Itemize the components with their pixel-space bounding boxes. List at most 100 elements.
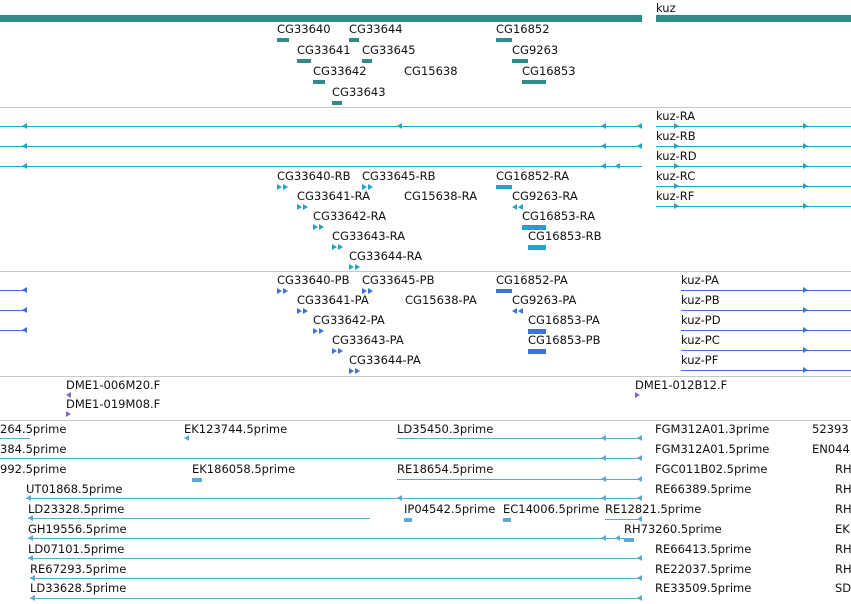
gene-glyph — [349, 38, 359, 42]
protein-line[interactable] — [0, 290, 26, 291]
protein-line[interactable] — [681, 350, 851, 351]
est-label[interactable]: 52393 — [812, 422, 849, 436]
strand-arrow-icon — [362, 184, 367, 190]
transcript-label: CG33645-RB — [362, 169, 436, 183]
est-label[interactable]: RE66413.5prime — [655, 542, 752, 556]
transcript-line[interactable] — [656, 206, 851, 207]
est-label[interactable]: RH73260.5prime — [624, 522, 722, 536]
strand-arrow-icon — [28, 515, 33, 521]
gene-glyph — [496, 38, 512, 42]
est-label[interactable]: RE18654.5prime — [397, 462, 494, 476]
est-label[interactable]: RH — [835, 502, 851, 516]
est-label[interactable]: RE12821.5prime — [605, 502, 702, 516]
transcript-label: CG33640-RB — [277, 169, 351, 183]
strand-arrow-icon — [803, 287, 808, 293]
est-label[interactable]: FGM312A01.3prime — [655, 422, 770, 436]
transcript-label: CG16853-RB — [528, 229, 602, 243]
transcript-label: CG15638-RA — [404, 189, 478, 203]
est-label[interactable]: RH — [835, 462, 851, 476]
track-divider — [0, 107, 851, 108]
est-glyph — [192, 478, 202, 482]
strand-arrow-icon — [303, 308, 308, 314]
protein-line[interactable] — [681, 330, 851, 331]
est-label[interactable]: LD35450.3prime — [397, 422, 494, 436]
est-line[interactable] — [397, 438, 642, 439]
strand-arrow-icon — [22, 143, 27, 149]
strand-arrow-icon — [338, 348, 343, 354]
protein-label: kuz-PD — [681, 313, 721, 327]
est-label[interactable]: EC14006.5prime — [503, 502, 600, 516]
est-label[interactable]: RH — [835, 542, 851, 556]
strand-arrow-icon — [303, 204, 308, 210]
protein-label: kuz-PF — [681, 353, 719, 367]
est-line[interactable] — [30, 578, 642, 579]
strand-arrow-icon — [803, 143, 808, 149]
transcript-line[interactable] — [656, 126, 851, 127]
est-label[interactable]: LD23328.5prime — [28, 502, 125, 516]
protein-label: CG33640-PB — [277, 273, 350, 287]
strand-arrow-icon — [277, 184, 282, 190]
strand-arrow-icon — [637, 555, 642, 561]
est-label[interactable]: 992.5prime — [0, 462, 67, 476]
est-label[interactable]: FGM312A01.5prime — [655, 442, 770, 456]
est-label[interactable]: IP04542.5prime — [404, 502, 496, 516]
est-label[interactable]: UT01868.5prime — [26, 482, 123, 496]
exon-glyph — [496, 185, 512, 189]
protein-line[interactable] — [681, 290, 851, 291]
est-label[interactable]: GH19556.5prime — [28, 522, 127, 536]
est-line[interactable] — [28, 518, 370, 519]
est-line[interactable] — [28, 538, 634, 539]
gene-glyph — [512, 59, 528, 63]
est-label[interactable]: RE66389.5prime — [655, 482, 752, 496]
protein-line[interactable] — [681, 310, 851, 311]
transcript-line[interactable] — [656, 166, 851, 167]
est-label[interactable]: RH — [835, 562, 851, 576]
est-line[interactable] — [30, 598, 642, 599]
est-label[interactable]: SD — [835, 581, 851, 595]
transcript-line[interactable] — [0, 166, 642, 167]
est-label[interactable]: EN044 — [812, 442, 850, 456]
transcript-line[interactable] — [656, 186, 851, 187]
transcript-label: kuz-RF — [656, 189, 695, 203]
est-label[interactable]: RE22037.5prime — [655, 562, 752, 576]
strand-arrow-icon — [674, 203, 679, 209]
est-label[interactable]: EK123744.5prime — [184, 422, 288, 436]
strand-arrow-icon — [601, 123, 606, 129]
transcript-label: kuz-RD — [656, 149, 697, 163]
protein-label: CG16853-PB — [528, 333, 601, 347]
transcript-line[interactable] — [656, 146, 851, 147]
protein-line[interactable] — [0, 330, 26, 331]
est-label[interactable]: RE33509.5prime — [655, 581, 752, 595]
est-line[interactable] — [605, 519, 642, 520]
est-line[interactable] — [0, 458, 642, 459]
strand-arrow-icon — [319, 224, 324, 230]
transcript-line[interactable] — [0, 126, 642, 127]
transcript-label: kuz-RC — [656, 169, 696, 183]
protein-line[interactable] — [0, 310, 26, 311]
track-divider — [0, 271, 851, 272]
protein-line[interactable] — [681, 370, 851, 371]
est-label[interactable]: LD33628.5prime — [30, 581, 127, 595]
gene-kuz-bar[interactable] — [656, 15, 851, 22]
est-label[interactable]: 264.5prime — [0, 422, 67, 436]
transcript-label: CG33643-RA — [332, 229, 406, 243]
est-label[interactable]: 384.5prime — [0, 442, 67, 456]
strand-arrow-icon — [601, 476, 606, 482]
est-label[interactable]: EK186058.5prime — [192, 462, 296, 476]
est-line[interactable] — [26, 498, 642, 499]
est-line[interactable] — [28, 558, 642, 559]
strand-arrow-icon — [637, 476, 642, 482]
transcript-line[interactable] — [0, 146, 642, 147]
strand-arrow-icon — [277, 288, 282, 294]
gene-span-bar[interactable] — [0, 15, 642, 22]
est-label[interactable]: RE67293.5prime — [30, 562, 127, 576]
exon-glyph — [496, 289, 512, 293]
est-label[interactable]: LD07101.5prime — [28, 542, 125, 556]
est-line[interactable] — [0, 438, 30, 439]
est-label[interactable]: FGC011B02.5prime — [655, 462, 768, 476]
est-label[interactable]: RH — [835, 482, 851, 496]
est-label[interactable]: EK — [835, 522, 850, 536]
gene-glyph — [297, 59, 311, 63]
strand-arrow-icon — [319, 328, 324, 334]
est-line[interactable] — [397, 479, 642, 480]
